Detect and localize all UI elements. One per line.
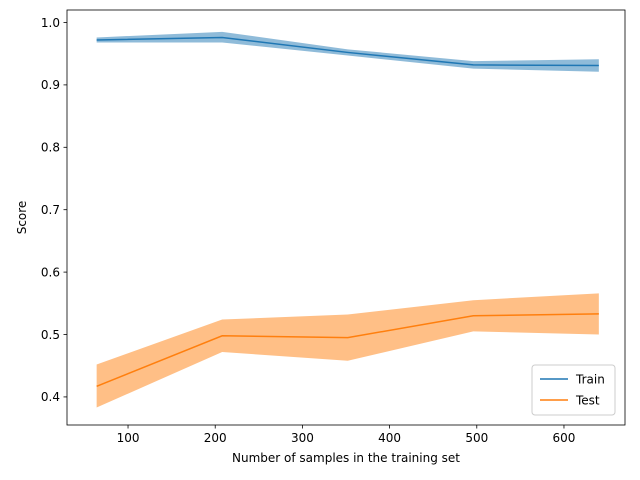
y-tick-label: 0.4	[41, 390, 60, 404]
train-series-line	[96, 36, 599, 67]
y-tick-label: 0.6	[41, 265, 60, 279]
x-axis-label: Number of samples in the training set	[232, 451, 460, 465]
x-tick-label: 200	[204, 431, 227, 445]
legend-box	[531, 364, 616, 416]
legend-label-test: Test	[575, 393, 600, 407]
test-confidence-band	[96, 293, 599, 408]
y-tick-label: 0.5	[41, 328, 60, 342]
x-tick-label: 600	[553, 431, 576, 445]
x-axis-ticks: 100 200 300 400 500 600	[117, 425, 576, 445]
y-axis-label: Score	[15, 201, 29, 235]
x-tick-label: 400	[378, 431, 401, 445]
plot-area-frame	[66, 9, 626, 426]
y-tick-label: 0.8	[41, 141, 60, 155]
y-tick-label: 0.7	[41, 203, 60, 217]
y-axis-ticks: 0.4 0.5 0.6 0.7 0.8 0.9 1.0	[41, 16, 67, 404]
x-tick-label: 300	[291, 431, 314, 445]
y-tick-label: 1.0	[41, 16, 60, 30]
series-lines	[96, 36, 599, 388]
confidence-bands	[96, 31, 599, 408]
x-tick-label: 100	[117, 431, 140, 445]
legend: Train Test	[531, 364, 616, 416]
test-series-line	[96, 313, 599, 388]
legend-label-train: Train	[575, 372, 605, 386]
x-tick-label: 500	[465, 431, 488, 445]
y-tick-label: 0.9	[41, 78, 60, 92]
